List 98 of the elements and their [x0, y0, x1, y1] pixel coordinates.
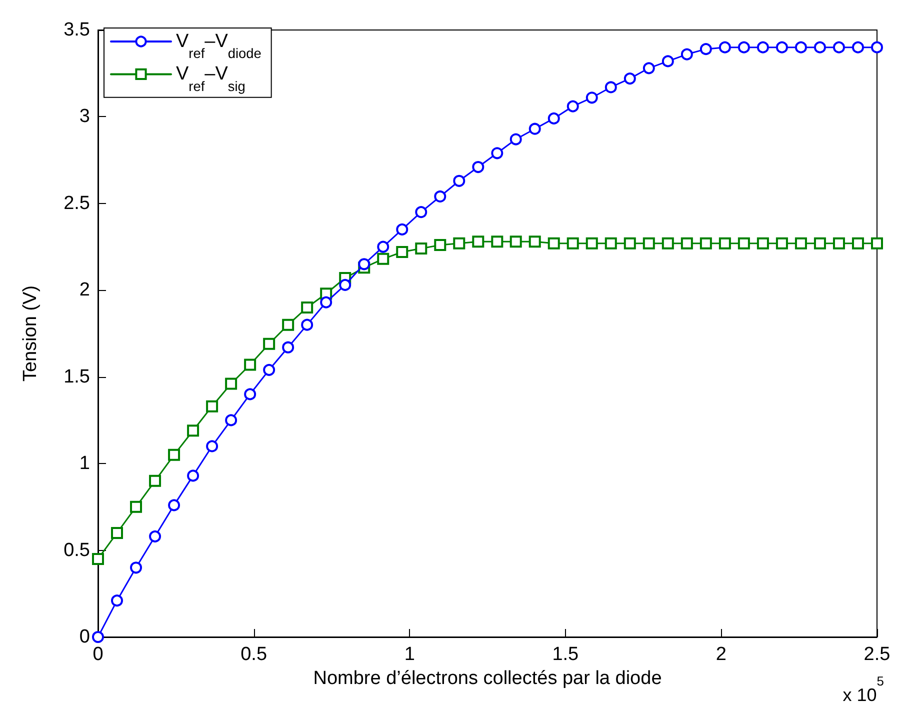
point	[794, 41, 807, 54]
point	[604, 81, 617, 94]
point	[586, 92, 598, 104]
point	[244, 358, 256, 371]
point	[680, 237, 693, 250]
point	[814, 237, 826, 250]
x-tick-label: 2.5	[864, 644, 890, 665]
point	[472, 161, 484, 174]
y-tick-label: 3.5	[64, 20, 90, 40]
point	[149, 474, 162, 487]
point	[415, 206, 428, 218]
y-tick-label: 0.5	[64, 540, 90, 561]
y-tick-label: 1	[79, 453, 90, 474]
point	[510, 236, 522, 248]
point	[453, 237, 466, 250]
y-tick-label: 2.5	[64, 192, 90, 214]
point	[92, 631, 104, 643]
point	[776, 237, 788, 250]
x-tick-label: 0.5	[240, 644, 268, 665]
point	[225, 414, 238, 426]
point	[396, 246, 408, 258]
y-tick-label: 0	[79, 626, 90, 648]
point	[852, 237, 864, 250]
x-axis-title: Nombre d’électrons collectés par la diode	[313, 668, 662, 689]
point	[434, 190, 446, 202]
point	[111, 594, 124, 607]
x-tick-label: 0	[92, 644, 104, 665]
point	[206, 440, 218, 452]
point	[491, 147, 504, 160]
point	[548, 112, 560, 124]
point	[700, 43, 712, 56]
point	[130, 562, 142, 574]
point	[149, 530, 162, 542]
point	[794, 237, 807, 250]
point	[624, 237, 636, 250]
point	[301, 318, 314, 331]
point	[566, 100, 579, 112]
point	[187, 424, 200, 437]
point	[472, 236, 484, 248]
point	[756, 41, 769, 54]
text: x 105	[842, 674, 884, 705]
point	[168, 499, 180, 512]
x-tick-label: 1.5	[552, 644, 579, 665]
point	[642, 237, 655, 250]
point	[776, 41, 788, 54]
point	[871, 41, 883, 54]
point	[738, 237, 750, 250]
x-tick-label: 1	[404, 644, 415, 665]
point	[130, 500, 142, 513]
point	[358, 258, 370, 270]
point	[548, 237, 560, 250]
point	[738, 41, 750, 54]
point	[662, 237, 674, 250]
point	[244, 388, 256, 400]
y-tick-label: 1.5	[64, 366, 90, 388]
point	[263, 364, 276, 376]
point	[566, 237, 579, 250]
point	[662, 55, 674, 68]
point	[680, 48, 693, 60]
point	[263, 338, 276, 350]
point	[756, 237, 769, 250]
point	[92, 552, 104, 565]
point	[377, 252, 390, 265]
point	[491, 236, 504, 248]
point	[700, 237, 712, 250]
point	[453, 174, 466, 187]
point	[624, 72, 636, 85]
point	[871, 237, 883, 250]
point	[718, 41, 731, 54]
point	[510, 133, 522, 146]
point	[528, 236, 541, 248]
point	[832, 237, 845, 250]
point	[320, 296, 332, 308]
point	[604, 237, 617, 250]
point	[528, 122, 541, 135]
y-axis-title: Tension (V)	[20, 285, 41, 382]
point	[852, 41, 864, 54]
point	[301, 301, 314, 314]
point	[396, 223, 408, 236]
point	[415, 242, 428, 255]
point	[434, 239, 446, 252]
y-tick-label: 2	[79, 280, 90, 301]
y-tick-label: 3	[79, 106, 90, 128]
point	[282, 318, 294, 331]
point	[339, 278, 352, 291]
point	[168, 448, 180, 461]
point	[111, 526, 124, 539]
point	[642, 62, 655, 74]
point	[187, 470, 200, 482]
point	[282, 341, 294, 354]
point	[814, 41, 826, 54]
point	[832, 41, 845, 54]
point	[225, 378, 238, 390]
point	[377, 240, 390, 253]
point	[586, 237, 598, 250]
point	[718, 237, 731, 250]
x-tick-label: 2	[716, 644, 726, 665]
point	[206, 400, 218, 412]
